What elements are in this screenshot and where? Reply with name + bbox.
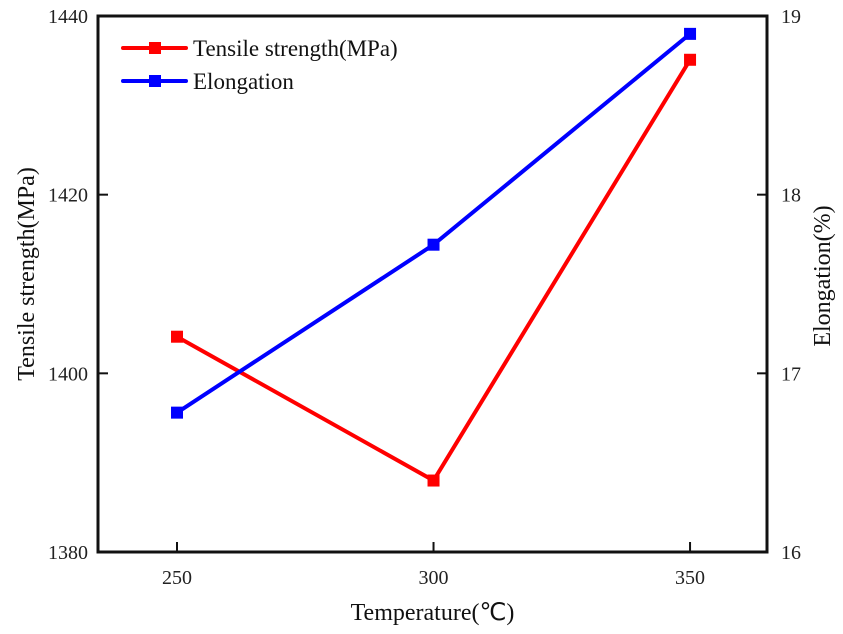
y2-tick-label: 18 [781,185,801,207]
data-point-elongation [171,406,184,419]
plot-frame [96,14,769,554]
data-point-elongation [427,238,440,251]
legend-label-tensile-strength: Tensile strength(MPa) [193,36,398,61]
legend-item-elongation: Elongation [121,69,294,94]
y-tick-label: 1400 [48,363,88,385]
x-tick-label: 250 [162,567,192,589]
right-y-axis-ticks: 16 17 18 19 [757,6,801,564]
data-point-tensile-strength [684,53,697,66]
data-point-tensile-strength [427,474,440,487]
y-tick-label: 1420 [48,185,88,207]
legend-marker-elongation [149,75,161,87]
y-tick-label: 1380 [48,542,88,564]
x-tick-label: 300 [419,567,449,589]
legend: Tensile strength(MPa) Elongation [121,36,398,94]
y2-tick-label: 16 [781,542,801,564]
data-marks [171,27,697,487]
y2-tick-label: 19 [781,6,801,28]
x-tick-label: 350 [675,567,705,589]
data-point-elongation [684,27,697,40]
legend-marker-tensile-strength [149,42,161,54]
left-y-axis-title: Tensile strength(MPa) [14,167,40,381]
series-line-tensile-strength [176,58,692,484]
x-axis-title: Temperature(℃) [351,600,515,626]
data-point-tensile-strength [171,330,184,343]
left-y-axis-ticks: 1380 1400 1420 1440 [48,6,108,564]
y-tick-label: 1440 [48,6,88,28]
y2-tick-label: 17 [781,363,801,385]
x-axis-ticks: 250 300 350 [162,542,705,589]
legend-label-elongation: Elongation [193,69,294,94]
legend-item-tensile-strength: Tensile strength(MPa) [121,36,398,61]
right-y-axis-title: Elongation(%) [810,205,836,346]
